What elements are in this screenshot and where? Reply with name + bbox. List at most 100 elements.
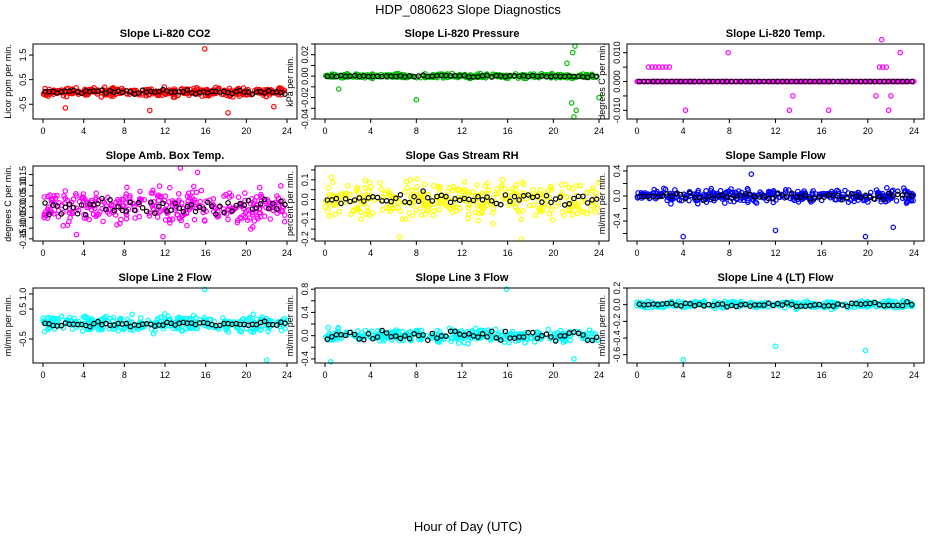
x-axis: 0 4 8 12 16 20 24 [40, 241, 292, 258]
reference-point [245, 197, 252, 204]
data-point [62, 188, 68, 194]
data-point-outlier [160, 233, 166, 240]
y-tick-label: -0.6 [612, 347, 622, 363]
data-point [137, 188, 143, 195]
data-point [782, 187, 789, 193]
data-point [49, 196, 56, 202]
data-point [178, 328, 185, 334]
x-tick-label: 16 [503, 126, 513, 136]
reference-point [62, 204, 69, 211]
y-tick-label: 0.4 [300, 306, 310, 319]
y-tick-label: -0.5 [18, 96, 28, 112]
reference-point [770, 302, 777, 309]
reference-point [374, 334, 381, 340]
data-point [461, 179, 468, 185]
reference-point [580, 193, 586, 200]
data-point [54, 192, 60, 199]
reference-point [253, 321, 260, 328]
x-tick-label: 24 [594, 126, 604, 136]
y-tick-label: -0.02 [300, 87, 310, 108]
reference-point [575, 330, 582, 337]
reference-point [479, 330, 486, 337]
reference-point [229, 208, 235, 214]
x-tick-label: 20 [863, 248, 873, 258]
reference-point [269, 200, 276, 207]
data-point [572, 183, 579, 189]
data-point [548, 184, 554, 190]
data-point [480, 327, 487, 334]
reference-point [839, 196, 846, 203]
data-point [562, 338, 569, 345]
reference-point [484, 194, 490, 200]
data-point [282, 325, 289, 332]
panel-6: Slope Sample Flow ml/min per min. 0 4 8 12 16 2… [597, 150, 925, 258]
reference-point [552, 196, 559, 202]
data-point [537, 208, 543, 215]
reference-point [830, 303, 837, 309]
y-tick-label: 0.8 [300, 283, 310, 296]
x-tick-label: 0 [634, 126, 639, 136]
reference-point [461, 332, 468, 339]
x-tick-label: 4 [81, 248, 86, 258]
data-point [276, 85, 283, 91]
data-point [437, 183, 443, 190]
reference-point [123, 320, 130, 327]
reference-point [160, 322, 166, 328]
data-point [329, 179, 336, 186]
reference-point [516, 197, 522, 203]
reference-point [543, 192, 550, 199]
data-point-outlier [885, 107, 892, 114]
data-point [442, 200, 448, 207]
panel-title: Slope Li-820 Pressure [405, 28, 520, 40]
x-tick-label: 8 [727, 370, 732, 380]
x-tick-label: 4 [681, 126, 686, 136]
y-tick-label: 0.0 [300, 329, 310, 342]
data-point [668, 201, 674, 207]
reference-point [135, 90, 142, 96]
reference-point [747, 191, 753, 198]
reference-point [383, 198, 390, 204]
data-point [744, 185, 751, 192]
data-point [162, 311, 168, 317]
data-point [530, 202, 537, 208]
data-point [721, 78, 728, 85]
reference-point [534, 335, 541, 342]
reference-point [678, 191, 684, 198]
data-point [180, 316, 187, 323]
data-point [235, 194, 242, 201]
data-point [277, 183, 284, 189]
x-tick-label: 24 [282, 126, 292, 136]
data-point [430, 212, 436, 219]
x-tick-label: 20 [548, 248, 558, 258]
data-point [53, 315, 59, 322]
y-tick-label: 0.5 [18, 73, 28, 86]
y-tick-label: -0.010 [612, 98, 622, 124]
reference-point [821, 194, 827, 200]
data-point [466, 202, 473, 208]
data-point-outlier [564, 60, 570, 67]
data-point [175, 191, 182, 197]
x-tick-label: 8 [727, 248, 732, 258]
y-axis: -0.6-0.4-0.2 0.0 0.2 [612, 282, 627, 363]
data-point [242, 214, 249, 221]
data-point [146, 213, 153, 219]
data-point [742, 194, 749, 201]
data-point [457, 334, 463, 341]
data-point [44, 314, 51, 321]
data-point [518, 216, 525, 223]
reference-point [58, 211, 65, 217]
data-point [478, 74, 485, 80]
data-point [431, 208, 438, 214]
data-point [354, 204, 361, 211]
data-point [58, 313, 65, 320]
data-point [154, 203, 160, 210]
panel-8: Slope Line 3 Flow ml/min per min. 0 4 8 12 16 2… [285, 272, 610, 380]
data-point [858, 303, 865, 310]
data-point [327, 203, 334, 209]
x-tick-label: 12 [160, 248, 170, 258]
data-point [137, 315, 144, 321]
data-point [386, 192, 393, 199]
y-axis: -0.04-0.02 0.00 0.02 [300, 43, 315, 129]
reference-point [881, 196, 887, 203]
data-point [274, 193, 280, 199]
